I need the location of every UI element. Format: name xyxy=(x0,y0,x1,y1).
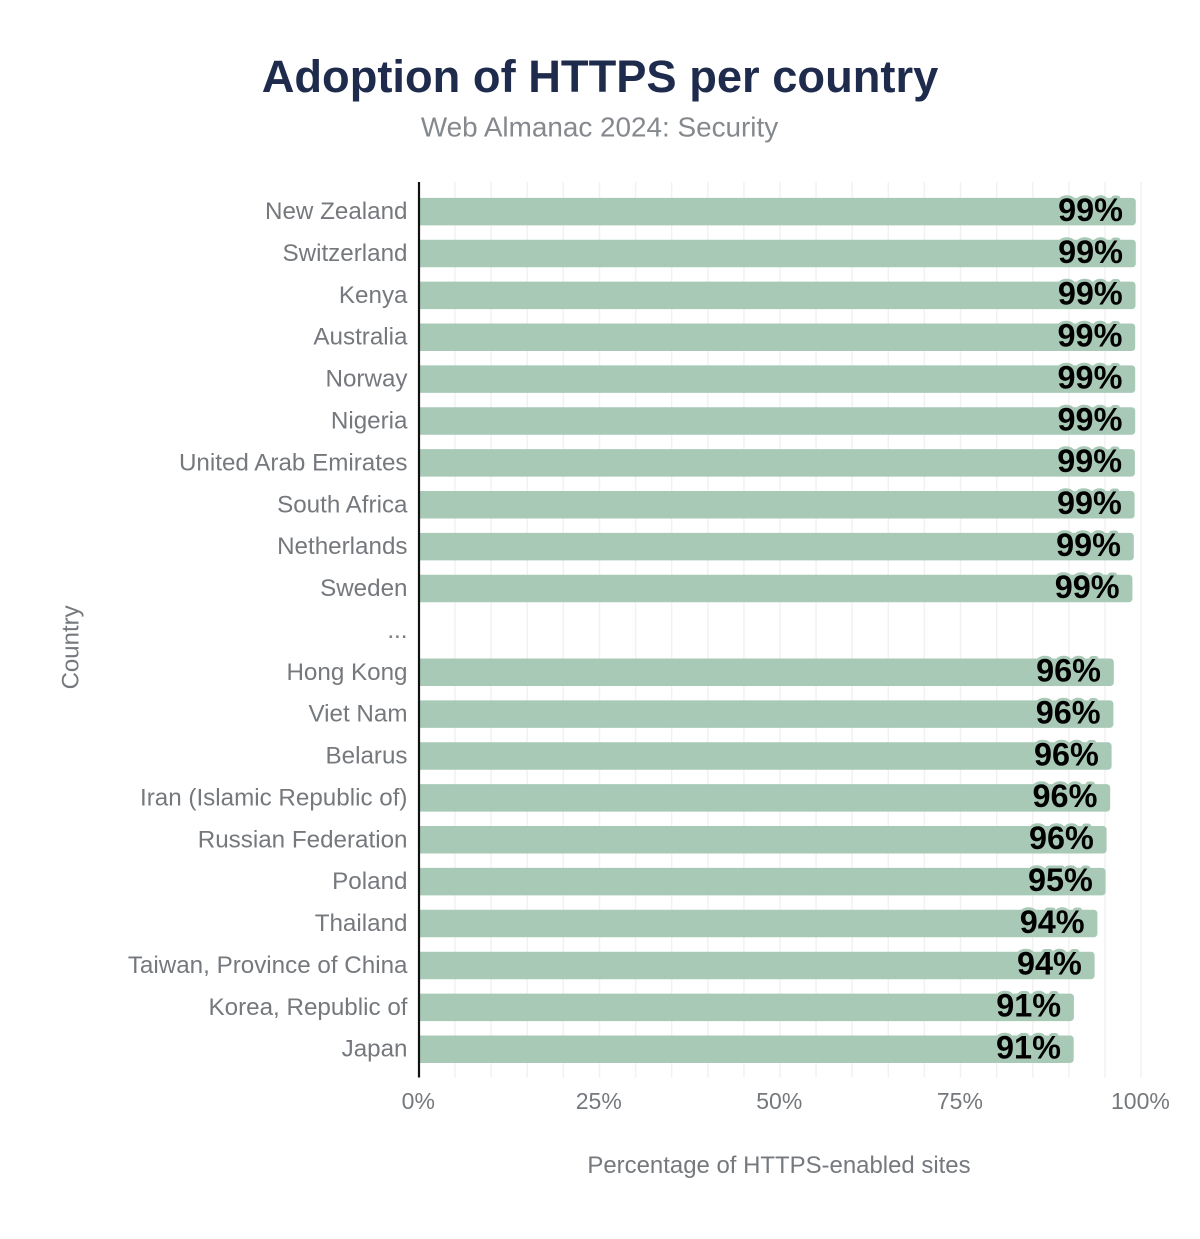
svg-text:100%: 100% xyxy=(1111,1088,1170,1114)
svg-text:99%: 99% xyxy=(1058,234,1123,270)
svg-text:Nigeria: Nigeria xyxy=(331,408,408,435)
svg-text:96%: 96% xyxy=(1033,778,1098,814)
svg-text:Adoption of HTTPS per country: Adoption of HTTPS per country xyxy=(262,51,939,102)
svg-text:94%: 94% xyxy=(1020,904,1085,940)
svg-text:91%: 91% xyxy=(996,1030,1061,1066)
svg-text:96%: 96% xyxy=(1036,695,1101,731)
svg-text:94%: 94% xyxy=(1017,946,1082,982)
svg-text:South Africa: South Africa xyxy=(277,491,408,518)
svg-text:99%: 99% xyxy=(1055,569,1120,605)
svg-text:Australia: Australia xyxy=(313,324,408,351)
svg-text:...: ... xyxy=(387,617,407,644)
svg-text:96%: 96% xyxy=(1034,736,1099,772)
svg-text:50%: 50% xyxy=(756,1088,802,1114)
svg-text:99%: 99% xyxy=(1057,485,1122,521)
svg-text:Thailand: Thailand xyxy=(315,910,408,937)
svg-text:99%: 99% xyxy=(1057,443,1122,479)
svg-text:Belarus: Belarus xyxy=(325,743,407,770)
svg-text:Kenya: Kenya xyxy=(339,282,408,309)
svg-text:75%: 75% xyxy=(937,1088,983,1114)
svg-text:Viet Nam: Viet Nam xyxy=(308,701,407,728)
svg-text:Norway: Norway xyxy=(326,366,409,393)
svg-text:99%: 99% xyxy=(1058,401,1123,437)
svg-text:Japan: Japan xyxy=(342,1036,408,1063)
svg-text:96%: 96% xyxy=(1036,653,1101,689)
svg-text:Netherlands: Netherlands xyxy=(277,533,407,560)
svg-text:Hong Kong: Hong Kong xyxy=(286,659,407,686)
svg-text:25%: 25% xyxy=(576,1088,622,1114)
svg-text:Country: Country xyxy=(57,605,84,689)
svg-text:95%: 95% xyxy=(1028,862,1093,898)
svg-text:99%: 99% xyxy=(1058,359,1123,395)
svg-text:91%: 91% xyxy=(996,988,1061,1024)
svg-text:United Arab Emirates: United Arab Emirates xyxy=(179,449,408,476)
svg-text:Sweden: Sweden xyxy=(320,575,407,602)
svg-text:99%: 99% xyxy=(1058,318,1123,354)
svg-text:Taiwan, Province of China: Taiwan, Province of China xyxy=(128,952,408,979)
svg-text:99%: 99% xyxy=(1058,192,1123,228)
svg-text:Poland: Poland xyxy=(332,868,407,895)
svg-text:99%: 99% xyxy=(1056,527,1121,563)
svg-text:Web Almanac 2024: Security: Web Almanac 2024: Security xyxy=(421,112,778,143)
svg-text:Iran (Islamic Republic of): Iran (Islamic Republic of) xyxy=(140,784,408,811)
svg-text:0%: 0% xyxy=(402,1088,435,1114)
svg-text:Korea, Republic of: Korea, Republic of xyxy=(209,994,408,1021)
svg-text:Switzerland: Switzerland xyxy=(282,240,407,267)
svg-text:Russian Federation: Russian Federation xyxy=(198,826,408,853)
svg-text:96%: 96% xyxy=(1029,820,1094,856)
svg-text:Percentage of HTTPS-enabled si: Percentage of HTTPS-enabled sites xyxy=(587,1152,970,1179)
svg-text:99%: 99% xyxy=(1058,276,1123,312)
svg-text:New Zealand: New Zealand xyxy=(265,198,408,225)
